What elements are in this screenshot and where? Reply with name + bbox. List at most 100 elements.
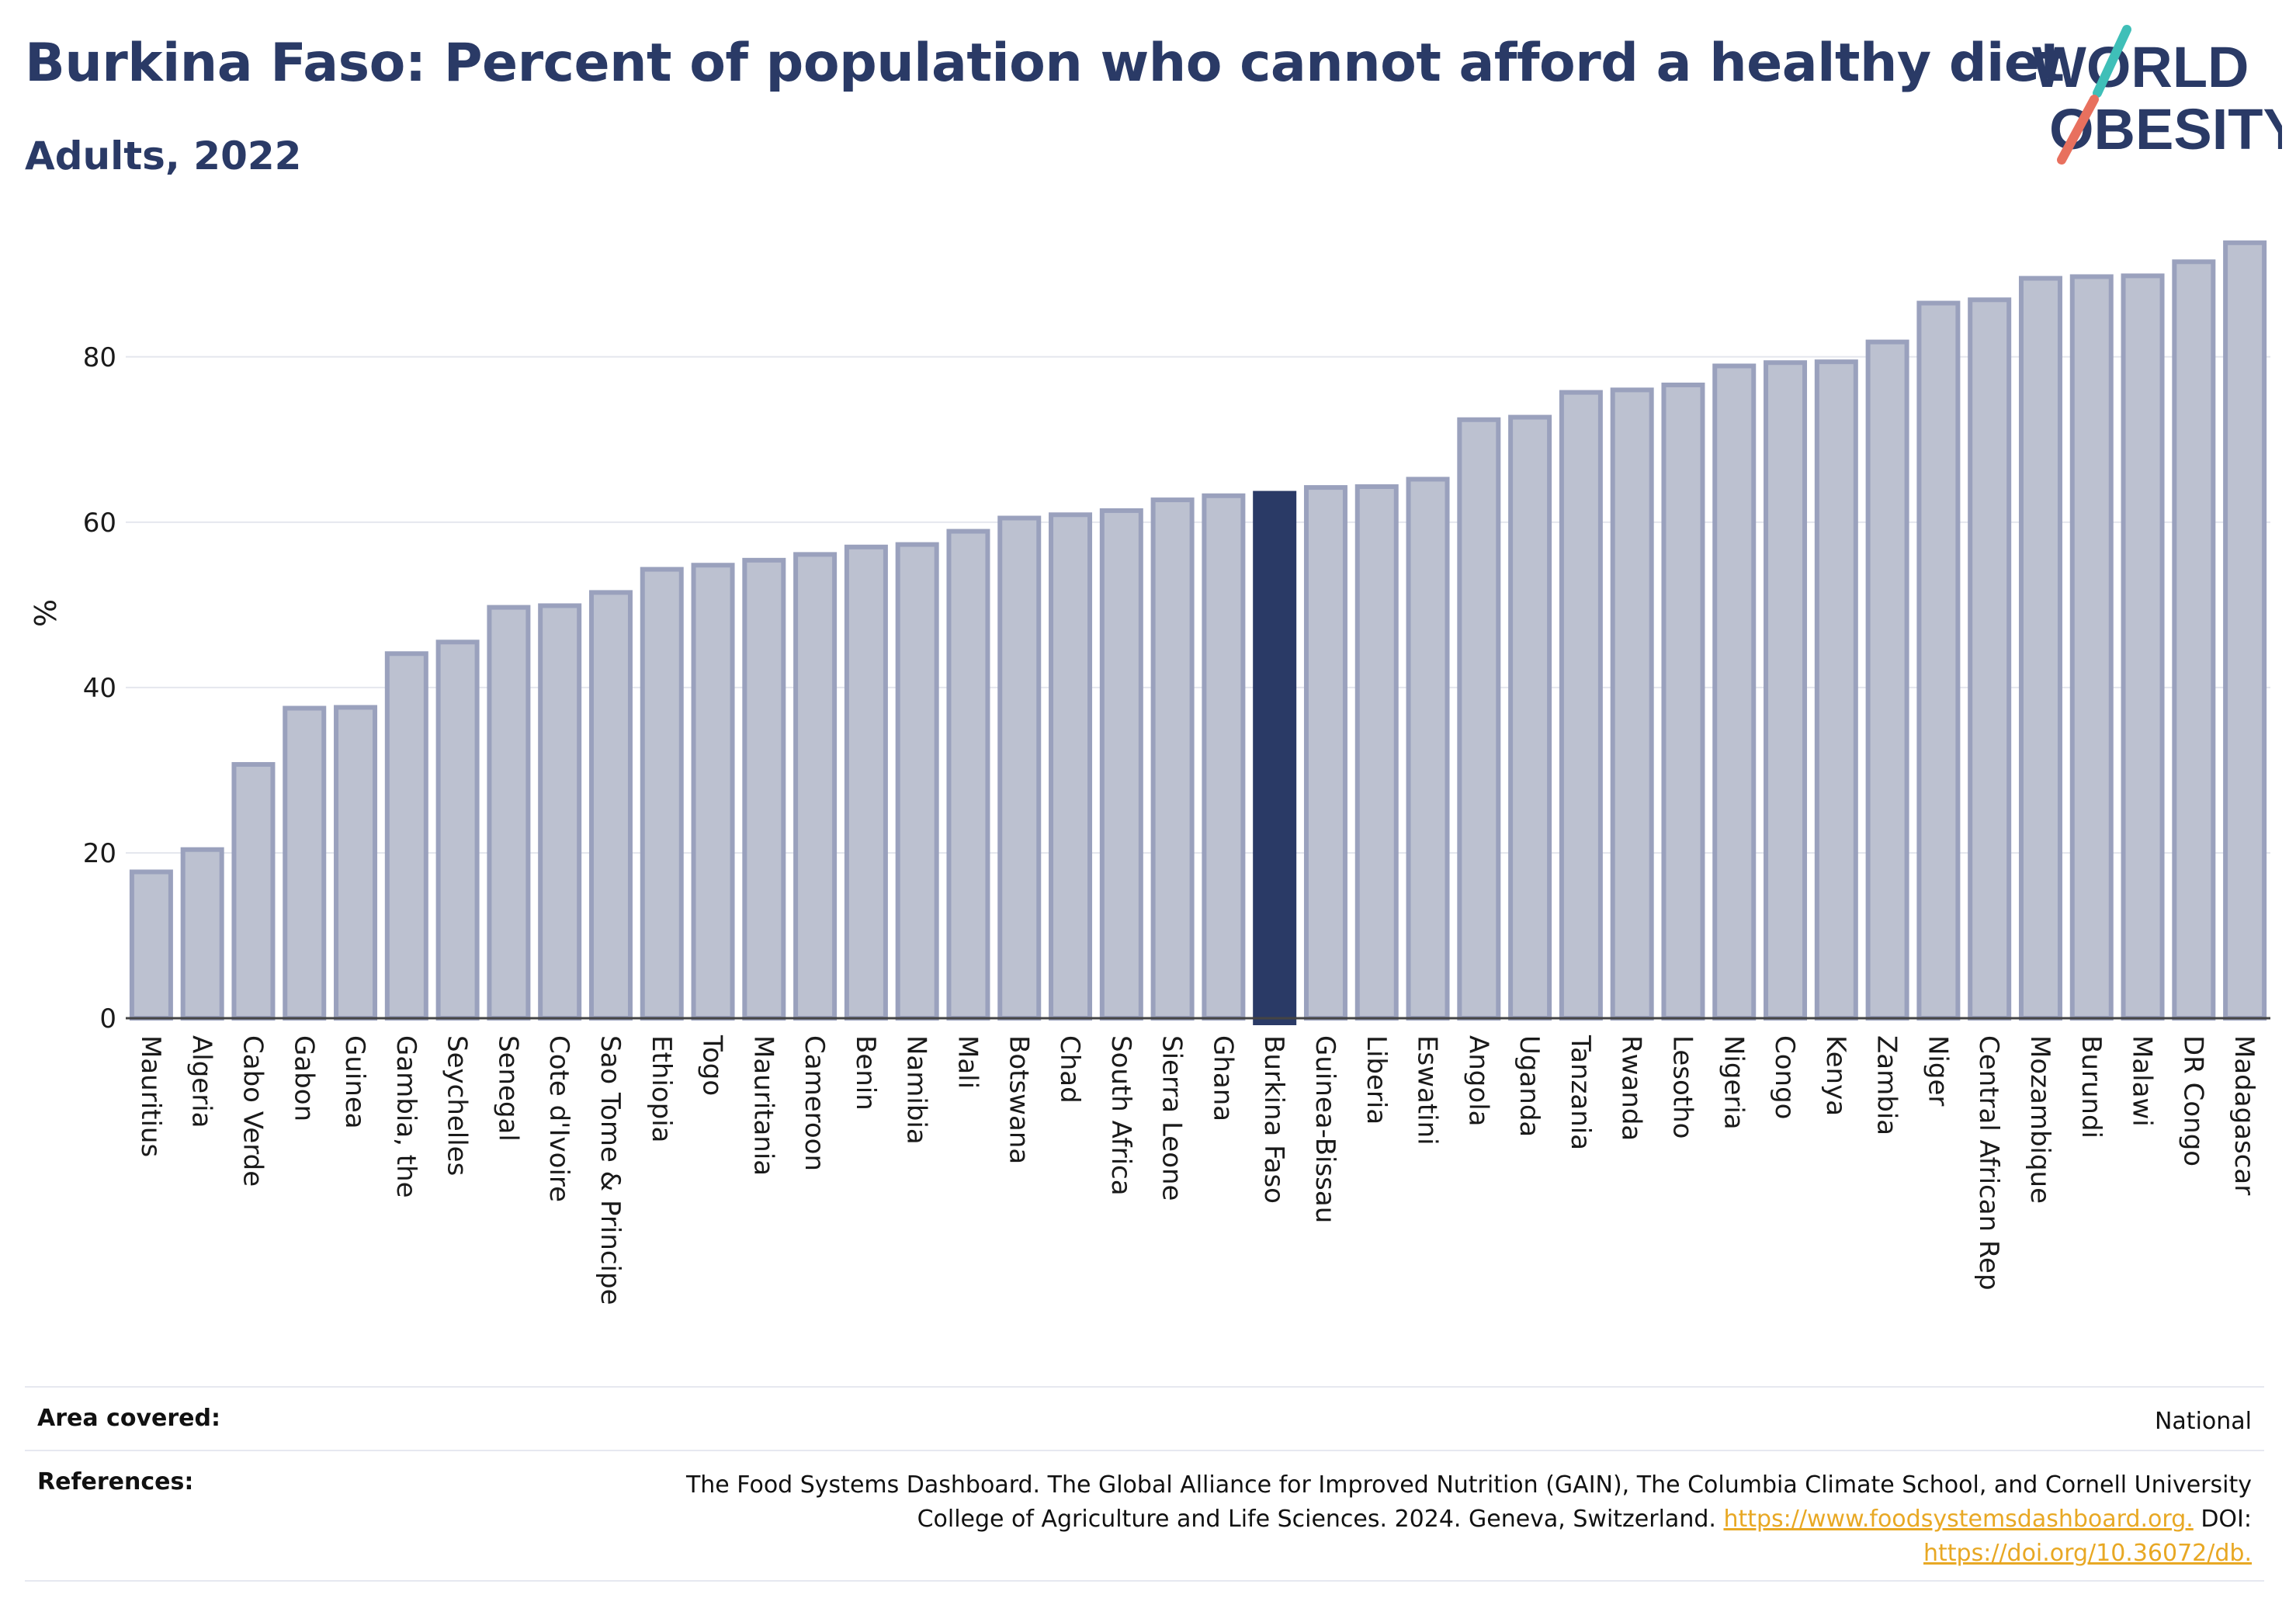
bar-lesotho[interactable] [1661,383,1705,1021]
x-tick-label: Guinea [339,1035,370,1129]
area-covered-key: Area covered: [37,1405,220,1432]
bar-rwanda[interactable] [1610,387,1654,1021]
y-tick-label: 40 [83,673,116,704]
bar-seychelles[interactable] [435,639,480,1021]
divider-middle [25,1450,2264,1451]
bar-layer [129,240,2267,1025]
bar-botswana[interactable] [997,515,1042,1021]
x-tick-label: Benin [850,1035,881,1111]
bar-south-africa[interactable] [1099,508,1143,1021]
x-tick-label: Guinea-Bissau [1309,1035,1340,1223]
x-tick-label: Gambia, the [390,1035,421,1198]
bar-benin[interactable] [844,544,888,1021]
references-key: References: [37,1468,194,1495]
bar-algeria[interactable] [180,847,224,1021]
bar-guinea-bissau[interactable] [1303,485,1347,1021]
bar-cabo-verde[interactable] [231,761,276,1021]
bar-mozambique[interactable] [2018,276,2062,1021]
x-tick-label: Mozambique [2024,1035,2055,1204]
area-covered-value: National [2154,1408,2252,1435]
x-tick-label: Cabo Verde [237,1035,268,1187]
bar-cameroon[interactable] [793,552,838,1021]
x-tick-label: Gabon [288,1035,319,1121]
bar-gambia-the[interactable] [384,651,428,1021]
bar-cote-d-ivoire[interactable] [538,603,582,1021]
references-line2: College of Agriculture and Life Sciences… [917,1506,1716,1533]
divider-bottom [25,1580,2264,1582]
bar-madagascar[interactable] [2223,240,2267,1021]
logo-line1: WORLD [2032,35,2249,99]
divider-top [25,1386,2264,1388]
grid-layer [126,355,2270,854]
x-tick-label: Burundi [2076,1035,2107,1139]
bar-angola[interactable] [1457,417,1501,1021]
references-line2-wrap: College of Agriculture and Life Sciences… [686,1502,2252,1537]
axis-layer: 0 20 40 60 80 [83,342,2270,1035]
x-tick-label: Zambia [1871,1035,1902,1135]
bar-congo[interactable] [1764,360,1808,1021]
bar-guinea[interactable] [334,705,378,1021]
bar-dr-congo[interactable] [2172,259,2216,1021]
x-tick-label: Cameroon [799,1035,830,1171]
x-tick-label: Nigeria [1718,1035,1749,1130]
label-layer: Mauritius Algeria Cabo Verde Gabon Guinea Gam… [135,1035,2260,1305]
bar-kenya[interactable] [1814,359,1858,1021]
logo-slash-coral [2057,95,2099,165]
bar-sierra-leone[interactable] [1150,497,1195,1021]
bar-mauritius[interactable] [129,869,173,1021]
references-link-doi[interactable]: https://doi.org/10.36072/db. [1923,1540,2252,1567]
references-link-dashboard[interactable]: https://www.foodsystemsdashboard.org. [1723,1506,2194,1533]
bar-central-african-rep[interactable] [1968,297,2012,1021]
bar-burundi[interactable] [2069,274,2114,1021]
x-tick-label: Cote d'Ivoire [543,1035,574,1202]
x-tick-label: Mauritania [747,1035,779,1176]
x-tick-label: Burkina Faso [1258,1035,1289,1204]
x-tick-label: Sao Tome & Principe [595,1035,626,1305]
x-tick-label: Eswatini [1412,1035,1443,1145]
logo-slash-teal [2093,25,2131,98]
page-title: Burkina Faso: Percent of population who … [25,33,2065,94]
bar-senegal[interactable] [487,605,531,1021]
x-tick-label: Madagascar [2228,1035,2260,1195]
bar-nigeria[interactable] [1712,363,1757,1021]
y-tick-label: 0 [99,1003,116,1035]
x-tick-label: Lesotho [1667,1035,1698,1139]
bar-burkina-faso[interactable] [1253,490,1297,1025]
bar-uganda[interactable] [1508,414,1552,1021]
bar-gabon[interactable] [283,705,327,1021]
x-tick-label: Congo [1769,1035,1800,1119]
x-tick-label: Niger [1922,1035,1953,1106]
bar-namibia[interactable] [895,542,939,1021]
bar-togo[interactable] [691,563,735,1021]
y-tick-label: 20 [83,838,116,869]
x-tick-label: Seychelles [442,1035,473,1176]
x-tick-label: DR Congo [2177,1035,2208,1166]
bar-ethiopia[interactable] [640,567,684,1021]
x-tick-label: Ghana [1207,1035,1238,1121]
bar-zambia[interactable] [1865,339,1909,1021]
bar-eswatini[interactable] [1406,477,1450,1021]
bar-mauritania[interactable] [742,557,786,1021]
bar-mali[interactable] [946,529,990,1021]
bar-niger[interactable] [1916,300,1961,1021]
references-doi-label: DOI: [2201,1506,2252,1533]
bar-ghana[interactable] [1202,493,1246,1021]
x-tick-label: Tanzania [1565,1035,1596,1150]
x-tick-label: Algeria [186,1035,217,1128]
x-tick-label: Sierra Leone [1157,1035,1188,1201]
x-tick-label: South Africa [1105,1035,1136,1196]
x-tick-label: Senegal [492,1035,523,1142]
bar-chad[interactable] [1049,512,1093,1021]
references-text: The Food Systems Dashboard. The Global A… [686,1468,2252,1571]
bar-sao-tome-principe[interactable] [588,590,633,1021]
bar-tanzania[interactable] [1559,390,1603,1021]
references-line1: The Food Systems Dashboard. The Global A… [685,1471,2252,1499]
x-tick-label: Chad [1054,1035,1085,1104]
bar-chart: 0 20 40 60 80 Mauritius Algeria Cabo Verde Gabo… [29,240,2270,1305]
x-tick-label: Rwanda [1616,1035,1647,1141]
bar-malawi[interactable] [2121,273,2165,1021]
x-tick-label: Namibia [901,1035,932,1145]
bar-liberia[interactable] [1354,484,1399,1021]
y-axis-label: % [29,599,63,627]
x-tick-label: Malawi [2127,1035,2158,1127]
